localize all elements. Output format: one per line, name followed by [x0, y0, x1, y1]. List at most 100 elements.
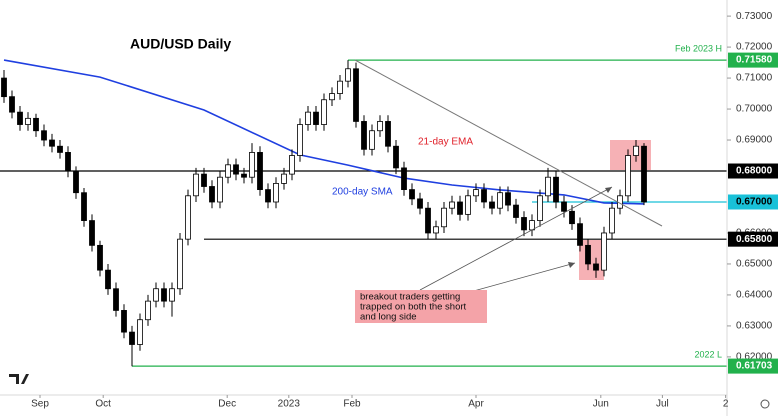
candle-body — [201, 173, 207, 187]
candle-body — [9, 96, 15, 113]
ema-label: 21-day EMA — [418, 137, 473, 148]
x-tick-label: Sep — [31, 399, 49, 410]
candle-body — [577, 223, 583, 246]
candle-body — [609, 207, 615, 234]
callout-box — [355, 290, 487, 323]
candle-body — [161, 288, 167, 302]
y-tick-label: 0.62000 — [736, 352, 773, 363]
candle-body — [521, 217, 527, 231]
level-label-box — [728, 52, 778, 68]
candle-body — [633, 145, 639, 156]
candle-body — [353, 68, 359, 122]
candle-body — [497, 192, 503, 209]
level-label-box — [728, 231, 778, 247]
logo — [9, 374, 29, 384]
level-note: 2022 L — [694, 349, 722, 359]
arrow-line — [419, 186, 613, 291]
candle-body — [241, 173, 247, 178]
candle-body — [449, 201, 455, 209]
candle-body — [41, 130, 47, 141]
plot — [0, 59, 727, 367]
candle-body — [313, 111, 319, 125]
candle-body — [153, 288, 159, 302]
candle-body — [337, 80, 343, 94]
candle-body — [137, 319, 143, 345]
level-label: 0.65800 — [736, 234, 773, 245]
candle-body — [193, 173, 199, 197]
candle-body — [625, 155, 631, 197]
candle-body — [265, 189, 271, 203]
candle-body — [369, 130, 375, 150]
candle-body — [529, 220, 535, 231]
candle-body — [585, 244, 591, 265]
y-tick-label: 0.73000 — [736, 11, 773, 22]
level-label: 0.67000 — [736, 197, 773, 208]
candle-body — [17, 111, 23, 125]
candle-body — [561, 201, 567, 212]
candle-body — [145, 300, 151, 321]
level-label: 0.71580 — [736, 55, 773, 66]
level-label-box — [728, 194, 778, 210]
candle-body — [97, 244, 103, 271]
candle-body — [65, 152, 71, 172]
level-label: 0.68000 — [736, 166, 773, 177]
candle-body — [401, 167, 407, 191]
level-label-box — [728, 163, 778, 179]
candle-body — [489, 201, 495, 209]
candle-body — [393, 145, 399, 169]
trend-line — [354, 59, 663, 227]
candle-body — [217, 176, 223, 203]
candle-body — [209, 186, 215, 203]
candle-body — [281, 173, 287, 184]
settings-icon[interactable] — [760, 399, 770, 409]
candle-body — [225, 164, 231, 178]
candle-body — [473, 189, 479, 197]
x-tick-label: Apr — [468, 399, 484, 410]
candle-body — [433, 226, 439, 234]
candle-body — [73, 170, 79, 194]
level-label: 0.61703 — [736, 361, 773, 372]
candle-body — [57, 145, 63, 153]
callout-text: trapped on both the short — [360, 302, 467, 313]
level-note: Feb 2023 H — [675, 43, 722, 53]
candle-body — [457, 201, 463, 215]
candle-body — [305, 111, 311, 125]
candle-body — [169, 288, 175, 302]
candle-body — [409, 189, 415, 200]
candle-body — [601, 232, 607, 271]
highlight-bottom — [579, 240, 604, 280]
candle-body — [537, 195, 543, 221]
callout-text: breakout traders getting — [360, 292, 460, 303]
candle-body — [505, 192, 511, 206]
x-tick-label: Dec — [218, 399, 236, 410]
x-tick-label: Jul — [656, 399, 669, 410]
callout-text: and long side — [360, 312, 417, 323]
level-label-box — [728, 358, 778, 374]
candle-body — [49, 139, 55, 147]
candle-body — [81, 192, 87, 221]
candle-body — [513, 204, 519, 218]
candle-body — [329, 93, 335, 101]
candle-body — [33, 117, 39, 132]
candle-body — [185, 195, 191, 240]
candle-body — [641, 145, 647, 203]
candle-body — [257, 152, 263, 190]
candle-body — [129, 331, 135, 345]
candle-body — [593, 263, 599, 271]
candle-body — [481, 189, 487, 203]
candle-body — [233, 164, 239, 175]
candle-body — [177, 238, 183, 290]
chart-title: AUD/USD Daily — [130, 36, 231, 52]
candle-body — [25, 117, 31, 125]
candle-body — [113, 288, 119, 311]
candle-body — [553, 176, 559, 203]
x-tick-label: Feb — [343, 399, 361, 410]
arrow-head — [568, 262, 575, 268]
candle-body — [249, 152, 255, 178]
candle-body — [569, 210, 575, 225]
candle-body — [417, 198, 423, 209]
candle-body — [297, 124, 303, 156]
candle-body — [345, 68, 351, 82]
candle-body — [425, 207, 431, 234]
